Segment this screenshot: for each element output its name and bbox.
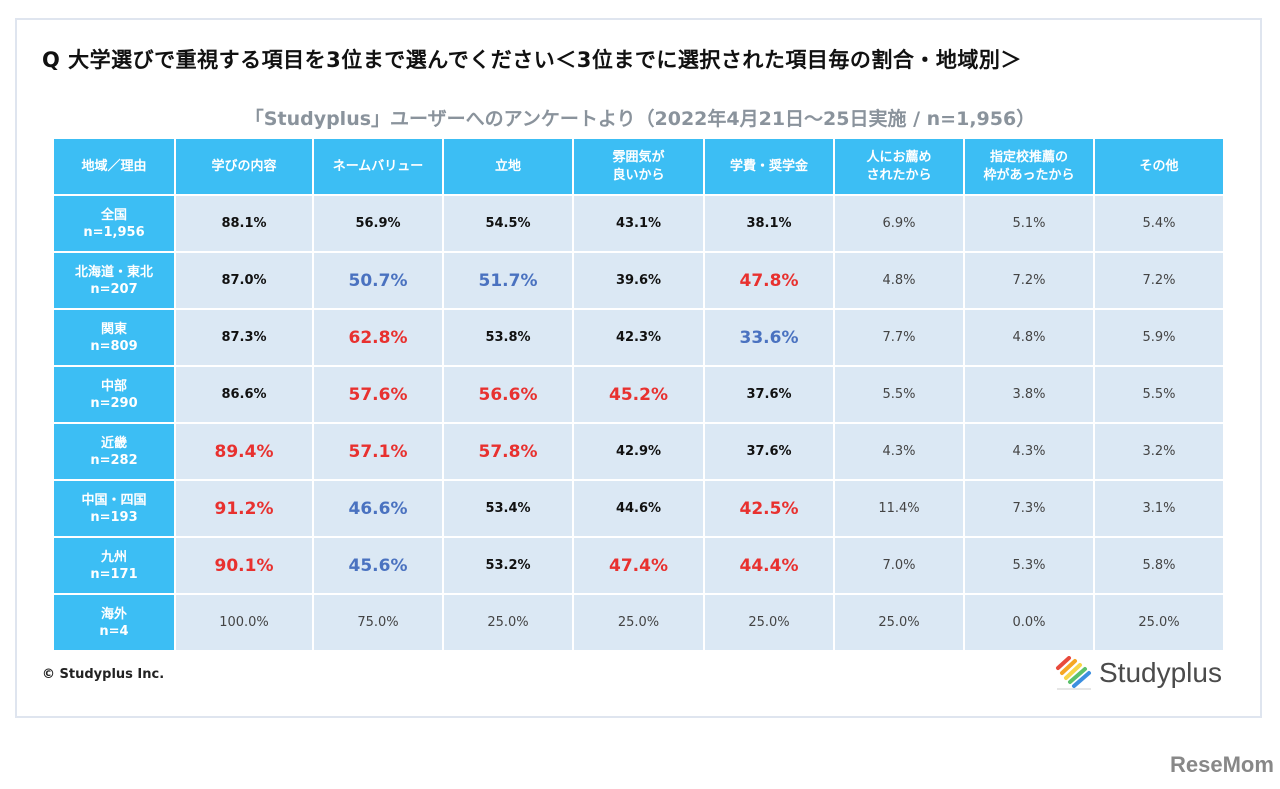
value-cell: 37.6% bbox=[705, 367, 833, 422]
value-cell: 54.5% bbox=[444, 196, 572, 251]
value-cell: 46.6% bbox=[314, 481, 442, 536]
results-table: 地域／理由 学びの内容 ネームバリュー 立地 雰囲気が 良いから 学費・奨学金 人にお薦め … bbox=[52, 137, 1225, 652]
value-cell: 5.5% bbox=[1095, 367, 1223, 422]
value-cell: 25.0% bbox=[1095, 595, 1223, 650]
studyplus-logo: Studyplus bbox=[1055, 656, 1222, 690]
value-cell: 56.6% bbox=[444, 367, 572, 422]
value-cell: 25.0% bbox=[705, 595, 833, 650]
survey-subtitle: 「Studyplus」ユーザーへのアンケートより（2022年4月21日～25日実… bbox=[244, 108, 1036, 130]
column-header: 地域／理由 bbox=[54, 139, 174, 194]
value-cell: 0.0% bbox=[965, 595, 1093, 650]
region-label: 中部 n=290 bbox=[54, 367, 174, 422]
value-cell: 44.4% bbox=[705, 538, 833, 593]
table-row: 全国 n=1,956 88.1% 56.9% 54.5% 43.1% 38.1% 6.9% 5… bbox=[54, 196, 1223, 251]
value-cell: 89.4% bbox=[176, 424, 312, 479]
value-cell: 53.2% bbox=[444, 538, 572, 593]
column-header: ネームバリュー bbox=[314, 139, 442, 194]
table-row: 中部 n=290 86.6% 57.6% 56.6% 45.2% 37.6% 5.5% 3.8… bbox=[54, 367, 1223, 422]
question-title: Q 大学選びで重視する項目を3位まで選んでください＜3位までに選択された項目毎の… bbox=[42, 48, 1022, 72]
value-cell: 39.6% bbox=[574, 253, 703, 308]
value-cell: 4.3% bbox=[965, 424, 1093, 479]
value-cell: 50.7% bbox=[314, 253, 442, 308]
value-cell: 47.4% bbox=[574, 538, 703, 593]
value-cell: 44.6% bbox=[574, 481, 703, 536]
copyright: © Studyplus Inc. bbox=[42, 667, 165, 682]
value-cell: 25.0% bbox=[835, 595, 963, 650]
value-cell: 42.3% bbox=[574, 310, 703, 365]
value-cell: 5.9% bbox=[1095, 310, 1223, 365]
value-cell: 57.1% bbox=[314, 424, 442, 479]
logo-text: Studyplus bbox=[1099, 657, 1222, 688]
column-header: 人にお薦め されたから bbox=[835, 139, 963, 194]
region-label: 九州 n=171 bbox=[54, 538, 174, 593]
value-cell: 5.1% bbox=[965, 196, 1093, 251]
infographic-frame bbox=[15, 18, 1262, 718]
value-cell: 88.1% bbox=[176, 196, 312, 251]
value-cell: 42.5% bbox=[705, 481, 833, 536]
value-cell: 53.4% bbox=[444, 481, 572, 536]
column-header: 雰囲気が 良いから bbox=[574, 139, 703, 194]
value-cell: 91.2% bbox=[176, 481, 312, 536]
value-cell: 7.2% bbox=[965, 253, 1093, 308]
table-row: 海外 n=4 100.0% 75.0% 25.0% 25.0% 25.0% 25.0% 0.0… bbox=[54, 595, 1223, 650]
table-row: 中国・四国 n=193 91.2% 46.6% 53.4% 44.6% 42.5% 11.4… bbox=[54, 481, 1223, 536]
value-cell: 7.0% bbox=[835, 538, 963, 593]
table-row: 九州 n=171 90.1% 45.6% 53.2% 47.4% 44.4% 7.0% 5.3… bbox=[54, 538, 1223, 593]
value-cell: 11.4% bbox=[835, 481, 963, 536]
value-cell: 25.0% bbox=[444, 595, 572, 650]
value-cell: 37.6% bbox=[705, 424, 833, 479]
value-cell: 38.1% bbox=[705, 196, 833, 251]
value-cell: 86.6% bbox=[176, 367, 312, 422]
value-cell: 57.8% bbox=[444, 424, 572, 479]
value-cell: 7.2% bbox=[1095, 253, 1223, 308]
value-cell: 47.8% bbox=[705, 253, 833, 308]
column-header: 指定校推薦の 枠があったから bbox=[965, 139, 1093, 194]
value-cell: 7.3% bbox=[965, 481, 1093, 536]
value-cell: 7.7% bbox=[835, 310, 963, 365]
column-header: その他 bbox=[1095, 139, 1223, 194]
table-row: 近畿 n=282 89.4% 57.1% 57.8% 42.9% 37.6% 4.3% 4.3… bbox=[54, 424, 1223, 479]
value-cell: 4.3% bbox=[835, 424, 963, 479]
region-label: 全国 n=1,956 bbox=[54, 196, 174, 251]
column-header: 立地 bbox=[444, 139, 572, 194]
value-cell: 6.9% bbox=[835, 196, 963, 251]
table-row: 関東 n=809 87.3% 62.8% 53.8% 42.3% 33.6% 7.7% 4.8… bbox=[54, 310, 1223, 365]
value-cell: 53.8% bbox=[444, 310, 572, 365]
table-row: 北海道・東北 n=207 87.0% 50.7% 51.7% 39.6% 47.8% 4.8… bbox=[54, 253, 1223, 308]
column-header: 学費・奨学金 bbox=[705, 139, 833, 194]
pencil-stripes-icon bbox=[1056, 656, 1091, 690]
value-cell: 45.6% bbox=[314, 538, 442, 593]
value-cell: 4.8% bbox=[965, 310, 1093, 365]
region-label: 海外 n=4 bbox=[54, 595, 174, 650]
value-cell: 56.9% bbox=[314, 196, 442, 251]
value-cell: 51.7% bbox=[444, 253, 572, 308]
value-cell: 5.5% bbox=[835, 367, 963, 422]
value-cell: 62.8% bbox=[314, 310, 442, 365]
value-cell: 3.2% bbox=[1095, 424, 1223, 479]
value-cell: 3.1% bbox=[1095, 481, 1223, 536]
value-cell: 87.0% bbox=[176, 253, 312, 308]
value-cell: 25.0% bbox=[574, 595, 703, 650]
value-cell: 100.0% bbox=[176, 595, 312, 650]
region-label: 近畿 n=282 bbox=[54, 424, 174, 479]
column-header: 学びの内容 bbox=[176, 139, 312, 194]
value-cell: 87.3% bbox=[176, 310, 312, 365]
value-cell: 4.8% bbox=[835, 253, 963, 308]
value-cell: 5.4% bbox=[1095, 196, 1223, 251]
header-row: 地域／理由 学びの内容 ネームバリュー 立地 雰囲気が 良いから 学費・奨学金 人にお薦め … bbox=[54, 139, 1223, 194]
value-cell: 45.2% bbox=[574, 367, 703, 422]
value-cell: 42.9% bbox=[574, 424, 703, 479]
value-cell: 75.0% bbox=[314, 595, 442, 650]
resemom-watermark: ReseMom bbox=[1170, 752, 1274, 777]
value-cell: 33.6% bbox=[705, 310, 833, 365]
value-cell: 5.3% bbox=[965, 538, 1093, 593]
region-label: 中国・四国 n=193 bbox=[54, 481, 174, 536]
value-cell: 90.1% bbox=[176, 538, 312, 593]
value-cell: 3.8% bbox=[965, 367, 1093, 422]
value-cell: 43.1% bbox=[574, 196, 703, 251]
value-cell: 57.6% bbox=[314, 367, 442, 422]
region-label: 関東 n=809 bbox=[54, 310, 174, 365]
value-cell: 5.8% bbox=[1095, 538, 1223, 593]
region-label: 北海道・東北 n=207 bbox=[54, 253, 174, 308]
